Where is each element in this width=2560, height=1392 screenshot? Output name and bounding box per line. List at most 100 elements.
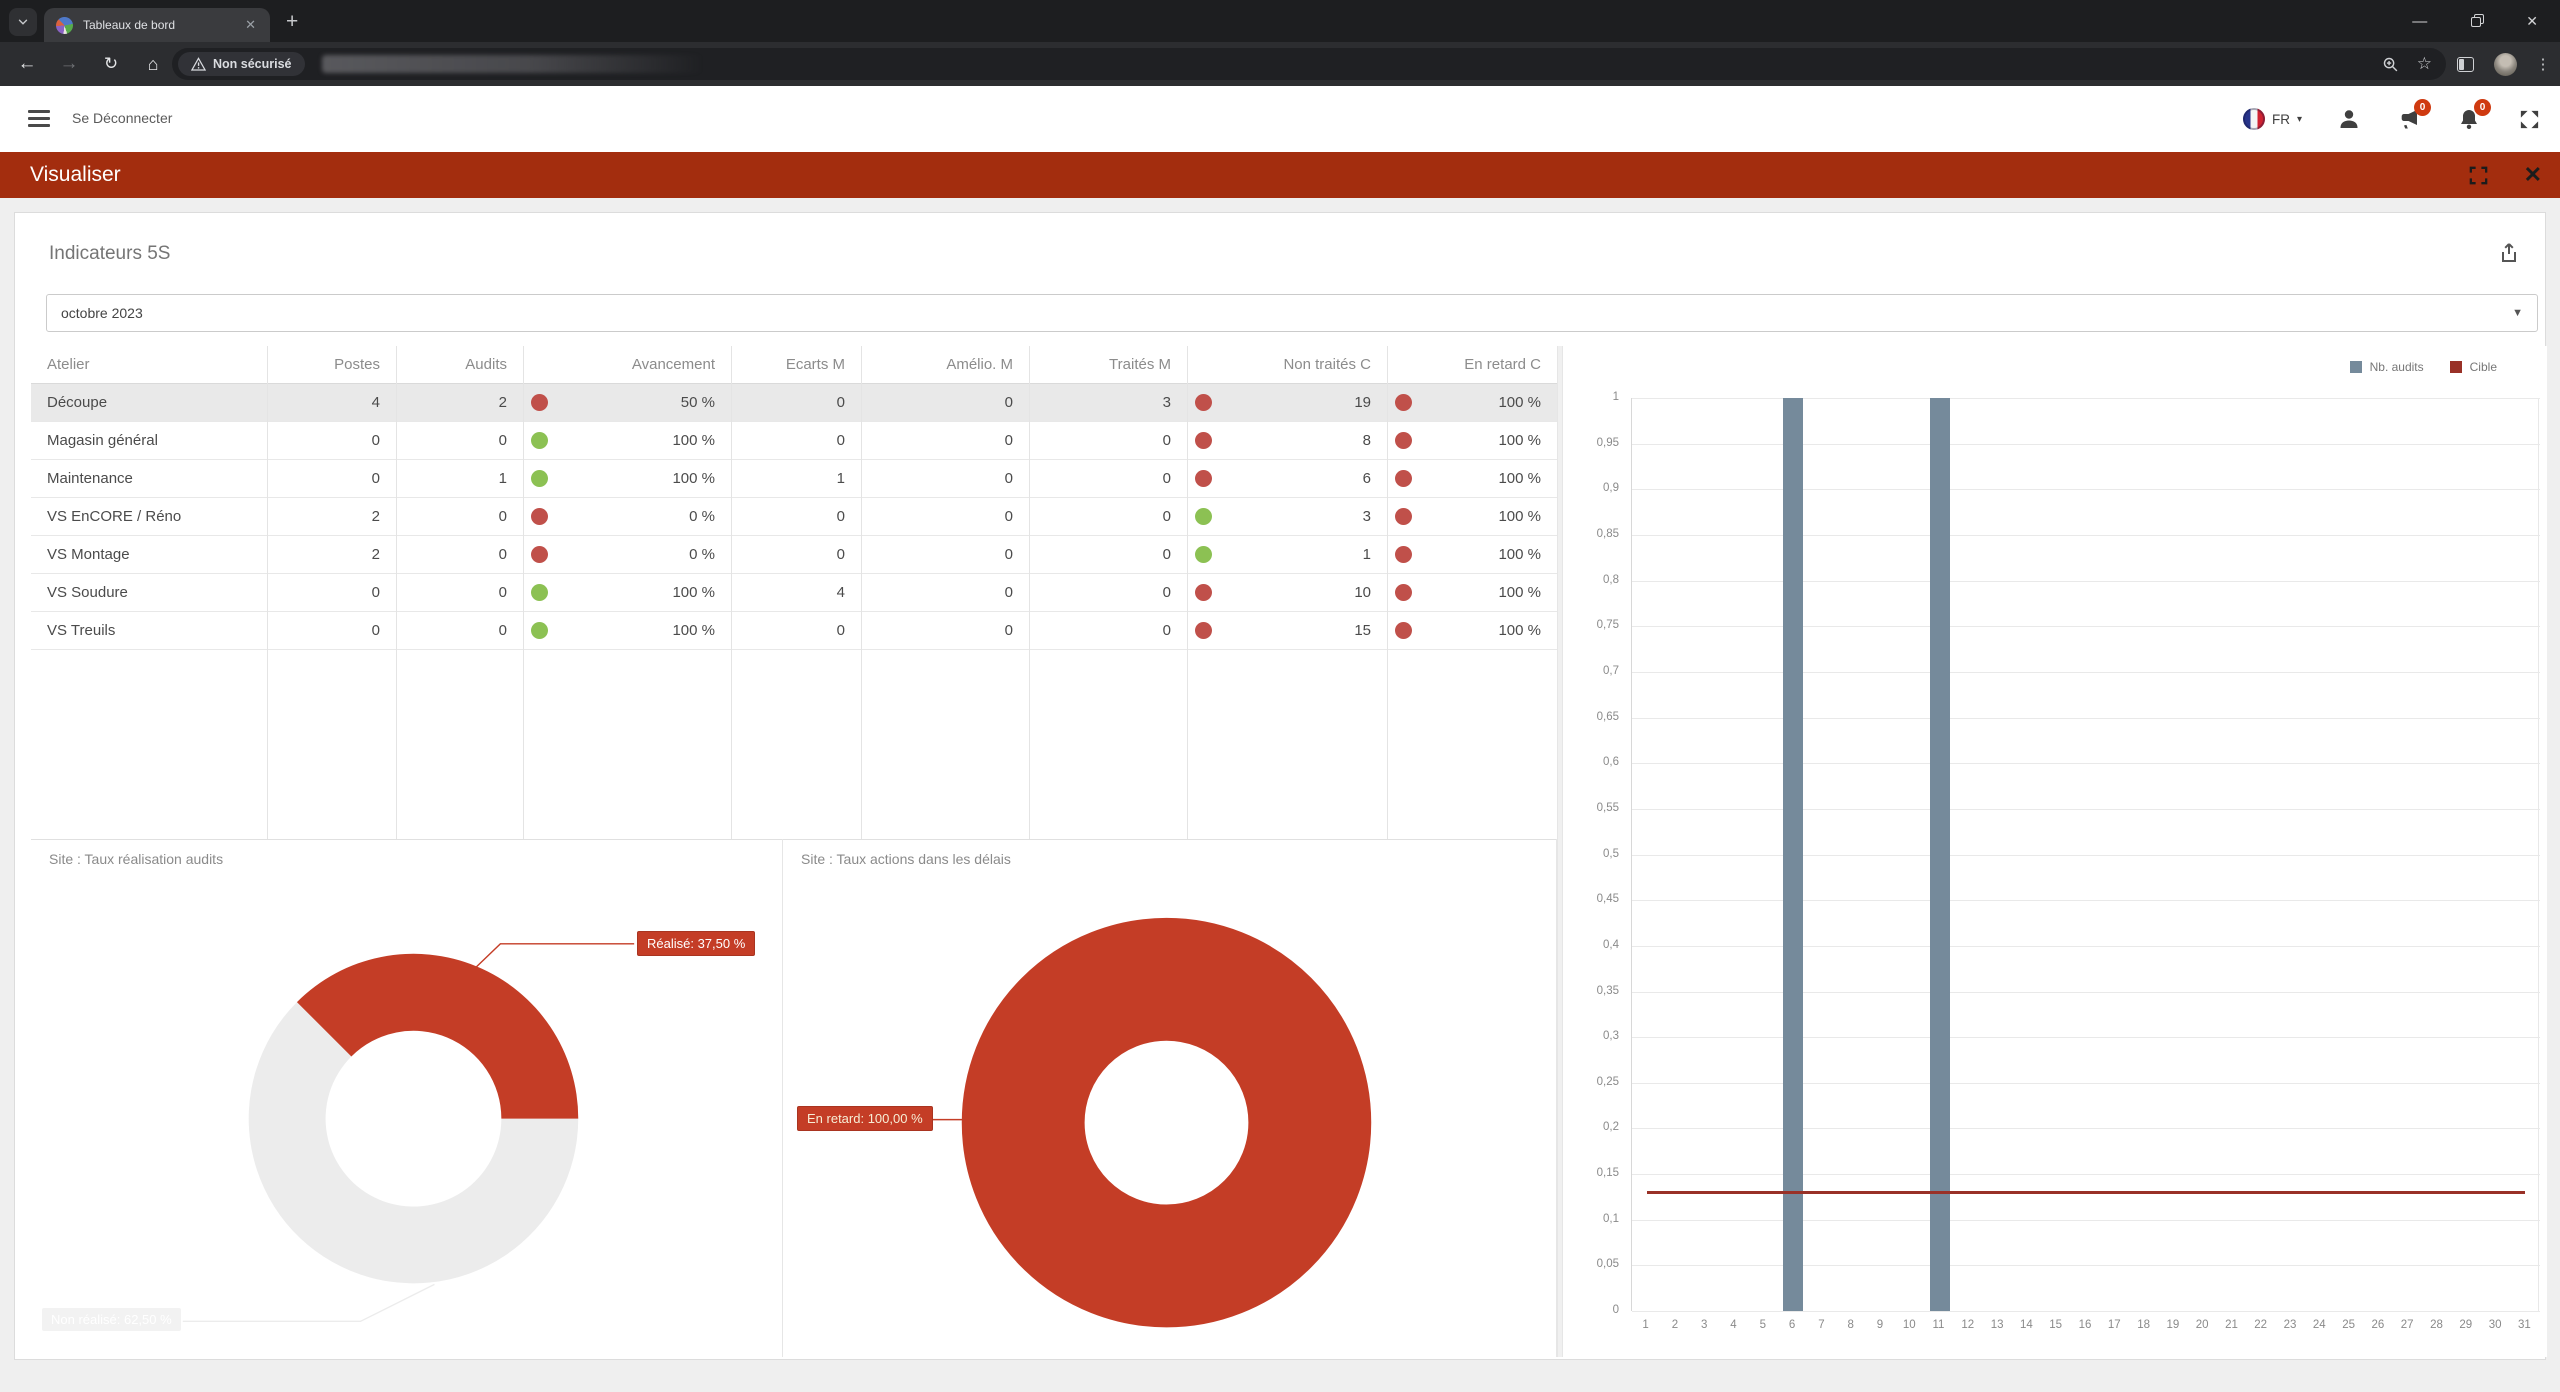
table-header-cell[interactable]: Ecarts M (785, 356, 845, 373)
status-dot-green (531, 470, 548, 487)
x-tick-label: 16 (2078, 1319, 2092, 1331)
chart-legend: Nb. audits Cible (2349, 360, 2497, 374)
gridline (1632, 626, 2540, 628)
table-header-cell[interactable]: Non traités C (1283, 356, 1371, 373)
table-header-cell[interactable]: En retard C (1464, 356, 1541, 373)
gridline (1632, 1174, 2540, 1175)
y-tick-label: 0,2 (1603, 1121, 1619, 1134)
browser-tab[interactable]: Tableaux de bord ✕ (44, 8, 270, 42)
y-tick-label: 0 (1612, 1304, 1619, 1316)
y-tick-label: 0,6 (1603, 756, 1619, 769)
security-chip[interactable]: Non sécurisé (178, 52, 305, 76)
browser-menu-button[interactable]: ⋮ (2528, 42, 2558, 86)
fullscreen-corners-button[interactable] (2467, 164, 2490, 187)
y-tick-label: 0,95 (1596, 436, 1619, 449)
table-header-cell[interactable]: Amélio. M (946, 356, 1013, 373)
table-header-cell[interactable]: Traités M (1109, 356, 1171, 373)
bookmark-star-icon[interactable]: ☆ (2416, 54, 2432, 73)
chart-plot-area (1631, 398, 2540, 1312)
status-dot-red (1395, 622, 1412, 639)
donut-slice-Réalisé (296, 953, 579, 1119)
status-dot-red (1195, 584, 1212, 601)
table-row[interactable]: VS Soudure 0 0 100 % 4 0 0 10 100 % (31, 574, 1557, 612)
y-tick-label: 0,65 (1596, 710, 1619, 723)
home-button[interactable]: ⌂ (147, 53, 159, 74)
tab-close-icon[interactable]: ✕ (245, 17, 256, 32)
window-restore-button[interactable] (2471, 12, 2485, 30)
table-cell: 10 (1187, 574, 1387, 611)
table-cell: 0 (836, 394, 845, 411)
window-close-button[interactable]: ✕ (2526, 12, 2538, 29)
legend-item[interactable]: Cible (2449, 360, 2497, 374)
status-dot-red (531, 508, 548, 525)
y-tick-label: 0,05 (1596, 1258, 1619, 1271)
table-header-cell[interactable]: Audits (465, 356, 507, 373)
security-chip-label: Non sécurisé (213, 57, 292, 71)
gridline (1632, 580, 2540, 582)
forward-button[interactable]: → (59, 53, 79, 74)
menu-button[interactable] (28, 110, 50, 127)
x-tick-label: 17 (2107, 1319, 2121, 1331)
donut2-title: Site : Taux actions dans les délais (801, 851, 1011, 867)
window-minimize-button[interactable]: — (2412, 12, 2428, 30)
table-chart-divider[interactable] (1557, 346, 1563, 1357)
donut1-callout-non-realise: Non réalisé: 62,50 % (42, 1308, 181, 1331)
fullscreen-button[interactable] (2516, 106, 2542, 132)
window-controls: — ✕ (2412, 0, 2560, 42)
y-tick-label: 0,8 (1603, 573, 1619, 586)
y-tick-label: 0,55 (1596, 801, 1619, 814)
period-dropdown[interactable]: octobre 2023 ▼ (46, 294, 2538, 332)
language-selector[interactable]: FR ▾ (2242, 108, 2302, 130)
x-tick-label: 18 (2137, 1319, 2150, 1331)
chevron-down-icon: ▾ (2296, 113, 2302, 125)
gridline (1632, 1311, 2540, 1312)
x-tick-label: 25 (2342, 1319, 2355, 1331)
back-button[interactable]: ← (17, 53, 37, 74)
notifications-button[interactable]: 0 (2456, 99, 2491, 132)
table-cell: 0 (1004, 470, 1013, 487)
donut-chart-delais (924, 917, 1372, 1328)
y-tick-label: 1 (1612, 391, 1619, 403)
table-cell: 0 (1162, 584, 1171, 601)
user-button[interactable] (2336, 106, 2362, 132)
table-row[interactable]: VS Treuils 0 0 100 % 0 0 0 15 100 % (31, 612, 1557, 650)
legend-item[interactable]: Nb. audits (2349, 360, 2424, 374)
x-tick-label: 8 (1847, 1319, 1854, 1331)
table-row[interactable]: Découpe 4 2 50 % 0 0 3 19 100 % (31, 384, 1557, 422)
table-row[interactable]: VS Montage 2 0 0 % 0 0 0 1 100 % (31, 536, 1557, 574)
table-cell: 100 % (1387, 536, 1557, 573)
table-row[interactable]: Magasin général 0 0 100 % 0 0 0 8 100 % (31, 422, 1557, 460)
status-dot-red (1395, 470, 1412, 487)
table-header-cell[interactable]: Avancement (631, 356, 715, 373)
tab-strip: Tableaux de bord ✕ + — ✕ (0, 0, 2560, 42)
table-cell: 0 (1004, 432, 1013, 449)
side-panel-button[interactable] (2450, 42, 2480, 86)
bar-day-11 (1929, 398, 1950, 1311)
x-tick-label: 12 (1961, 1319, 1975, 1331)
address-bar[interactable]: Non sécurisé ☆ (172, 48, 2446, 80)
close-banner-button[interactable]: ✕ (2523, 162, 2542, 187)
announcements-badge: 0 (2414, 99, 2431, 116)
visualize-banner: Visualiser ✕ (0, 152, 2560, 198)
table-header-cell[interactable]: Atelier (47, 356, 90, 373)
reload-button[interactable]: ↻ (103, 54, 119, 73)
new-tab-button[interactable]: + (286, 10, 299, 33)
profile-avatar[interactable] (2490, 42, 2520, 86)
table-row[interactable]: VS EnCORE / Réno 2 0 0 % 0 0 0 3 100 % (31, 498, 1557, 536)
x-tick-label: 9 (1876, 1319, 1884, 1331)
warning-icon (191, 57, 206, 71)
logout-link[interactable]: Se Déconnecter (72, 110, 173, 126)
table-cell: 0 (498, 622, 507, 639)
tab-search-button[interactable] (9, 8, 37, 36)
table-row[interactable]: Maintenance 0 1 100 % 1 0 0 6 100 % (31, 460, 1557, 498)
x-tick-label: 23 (2283, 1319, 2297, 1331)
table-header-cell[interactable]: Postes (334, 356, 380, 373)
announcements-button[interactable]: 0 (2396, 99, 2431, 132)
table-cell: 0 (1162, 508, 1171, 525)
table-cell: 1 (498, 470, 507, 487)
table-cell: 0 % (523, 536, 731, 573)
gridline (1632, 1219, 2540, 1221)
export-button[interactable] (2497, 241, 2521, 265)
zoom-icon[interactable] (2382, 56, 2399, 73)
table-cell: 2 (371, 546, 380, 563)
